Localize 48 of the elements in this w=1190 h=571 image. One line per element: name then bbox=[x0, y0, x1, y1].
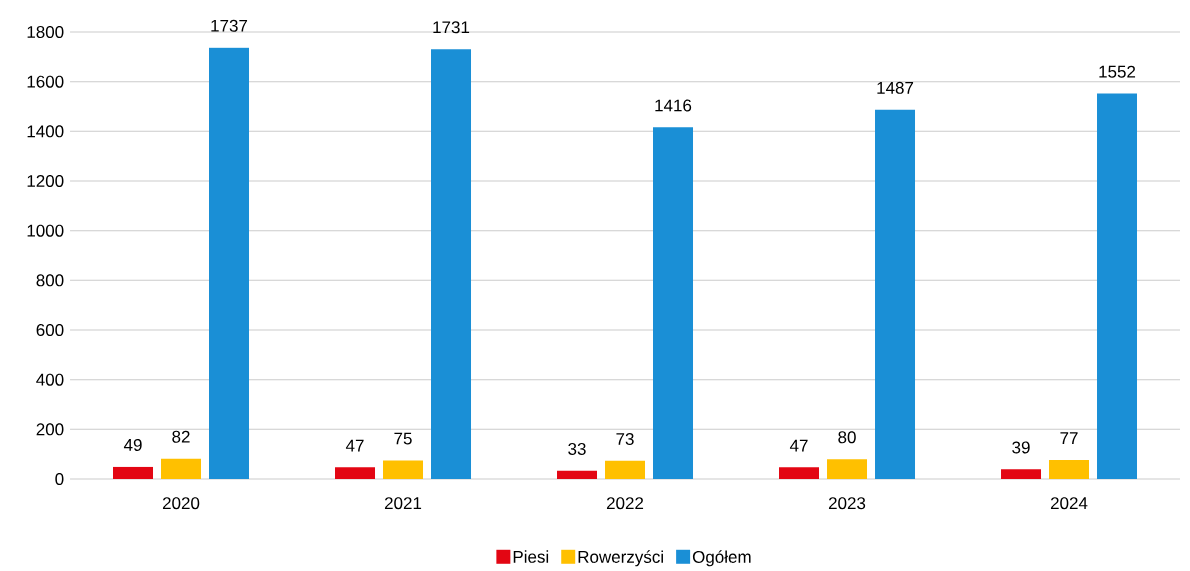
data-label: 1416 bbox=[655, 99, 692, 112]
y-tick-label: 600 bbox=[36, 323, 64, 337]
y-tick-label: 200 bbox=[36, 423, 64, 436]
y-tick-label: 1400 bbox=[27, 125, 64, 138]
data-label: 82 bbox=[172, 430, 190, 443]
bar bbox=[605, 460, 646, 479]
bar bbox=[1001, 469, 1042, 479]
bar bbox=[1097, 93, 1138, 479]
data-label: 47 bbox=[789, 439, 808, 452]
bar bbox=[1049, 459, 1090, 479]
bar bbox=[431, 49, 472, 479]
data-label: 73 bbox=[616, 432, 634, 446]
bar bbox=[557, 470, 598, 479]
y-tick-label: 400 bbox=[36, 373, 64, 386]
y-tick-label: 1600 bbox=[27, 75, 64, 88]
y-tick-label: 1000 bbox=[27, 224, 64, 237]
bar bbox=[779, 467, 820, 479]
bar bbox=[383, 460, 424, 479]
y-tick-label: 1800 bbox=[27, 25, 64, 39]
x-tick-label: 2021 bbox=[384, 497, 422, 510]
legend-label: Rowerzyści bbox=[578, 550, 663, 567]
data-label: 1731 bbox=[433, 21, 470, 34]
data-label: 33 bbox=[568, 442, 586, 455]
x-tick-label: 2020 bbox=[162, 497, 200, 510]
data-label: 47 bbox=[345, 439, 364, 452]
y-tick-label: 800 bbox=[36, 274, 64, 287]
data-label: 1737 bbox=[211, 19, 248, 32]
data-label: 49 bbox=[123, 438, 142, 451]
data-label: 77 bbox=[1060, 432, 1078, 445]
bar bbox=[653, 127, 694, 479]
bar bbox=[113, 466, 154, 479]
legend-label: Piesi bbox=[513, 550, 549, 563]
y-tick-label: 0 bbox=[55, 472, 64, 486]
bar bbox=[161, 458, 202, 479]
x-tick-label: 2024 bbox=[1050, 497, 1088, 510]
legend-label: Ogółem bbox=[692, 550, 751, 567]
bar bbox=[827, 459, 868, 479]
data-label: 75 bbox=[394, 432, 412, 445]
x-tick-label: 2023 bbox=[828, 497, 866, 510]
bar bbox=[335, 467, 376, 479]
x-tick-label: 2022 bbox=[606, 497, 644, 510]
data-label: 1552 bbox=[1099, 65, 1136, 78]
data-label: 39 bbox=[1012, 441, 1030, 454]
bar bbox=[875, 109, 916, 479]
bar bbox=[209, 47, 250, 479]
data-label: 1487 bbox=[877, 81, 914, 94]
y-tick-label: 1200 bbox=[27, 174, 64, 188]
data-label: 80 bbox=[838, 431, 856, 444]
